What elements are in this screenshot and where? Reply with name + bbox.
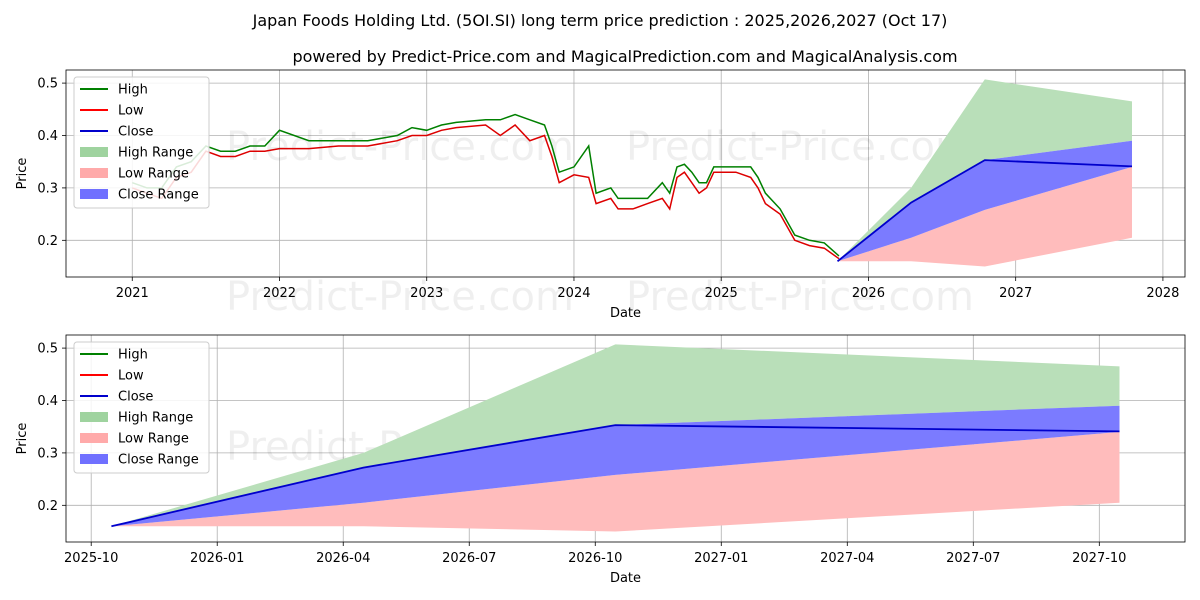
legend-label: High Range [118, 146, 193, 161]
x-tick-label: 2025-10 [64, 551, 118, 566]
x-tick-label: 2027-01 [694, 551, 748, 566]
plot-area [111, 344, 1120, 532]
x-tick-label: 2028 [1146, 286, 1179, 301]
x-tick-label: 2026-07 [442, 551, 496, 566]
y-tick-label: 0.2 [37, 499, 58, 514]
chart-title: Japan Foods Holding Ltd. (5OI.SI) long t… [252, 11, 948, 30]
watermark-text: Predict-Price.com [626, 124, 974, 170]
low-range-band [111, 431, 1120, 532]
legend-swatch [80, 147, 108, 157]
legend-label: Close Range [118, 453, 199, 468]
plot-area [132, 79, 1133, 267]
low-series-line [132, 124, 840, 260]
y-tick-label: 0.5 [37, 77, 58, 92]
legend-label: Close [118, 125, 153, 140]
legend-swatch [80, 168, 108, 178]
legend-label: High [118, 83, 148, 98]
x-axis-label: Date [610, 571, 641, 586]
y-tick-label: 0.4 [37, 129, 58, 144]
y-tick-label: 0.4 [37, 394, 58, 409]
bottom-panel: Predict-Price.comPredict-Price.com2025-1… [15, 334, 1186, 586]
y-axis-label: Price [15, 158, 30, 190]
close-range-band [837, 140, 1132, 262]
legend-label: Low [118, 104, 144, 119]
x-tick-label: 2023 [410, 286, 443, 301]
close-series-line [111, 424, 1120, 528]
watermark-text: Predict-Price.com [626, 274, 974, 320]
legend-label: Close Range [118, 188, 199, 203]
legend-label: Low Range [118, 167, 189, 182]
legend-swatch [80, 454, 108, 464]
legend-label: Close [118, 390, 153, 405]
axes-frame [65, 334, 1186, 543]
high-series-line [132, 113, 840, 257]
legend-swatch [80, 189, 108, 199]
x-tick-label: 2026-04 [316, 551, 370, 566]
low-range-band [837, 166, 1132, 267]
x-tick-label: 2022 [263, 286, 296, 301]
x-tick-label: 2021 [116, 286, 149, 301]
x-tick-label: 2024 [557, 286, 590, 301]
y-tick-label: 0.3 [37, 446, 58, 461]
x-tick-label: 2026-10 [568, 551, 622, 566]
watermark-text: Predict-Price.com [226, 274, 574, 320]
y-axis-label: Price [15, 423, 30, 455]
chart-subtitle: powered by Predict-Price.com and Magical… [292, 47, 957, 66]
x-tick-label: 2027 [999, 286, 1032, 301]
close-range-band [111, 405, 1120, 527]
legend: High Low Close High Range Low Range Close Ran… [73, 341, 210, 474]
y-tick-label: 0.2 [37, 234, 58, 249]
legend-label: Low Range [118, 432, 189, 447]
y-tick-label: 0.5 [37, 342, 58, 357]
high-range-band [111, 344, 1120, 527]
x-tick-label: 2027-04 [820, 551, 874, 566]
axes-frame [65, 69, 1186, 278]
x-tick-label: 2025 [705, 286, 738, 301]
legend-swatch [80, 412, 108, 422]
high-range-band [837, 79, 1132, 262]
legend-label: High [118, 348, 148, 363]
legend-label: High Range [118, 411, 193, 426]
top-panel: Predict-Price.com Predict-Price.com Predic… [15, 69, 1186, 321]
legend-swatch [80, 433, 108, 443]
x-tick-label: 2027-10 [1072, 551, 1126, 566]
x-tick-label: 2026 [852, 286, 885, 301]
legend-label: Low [118, 369, 144, 384]
legend: High Low Close High Range Low Range Close Ran… [73, 76, 210, 209]
x-tick-label: 2027-07 [946, 551, 1000, 566]
x-axis-label: Date [610, 306, 641, 321]
x-tick-label: 2026-01 [190, 551, 244, 566]
close-series-line [836, 159, 1133, 263]
y-tick-label: 0.3 [37, 181, 58, 196]
